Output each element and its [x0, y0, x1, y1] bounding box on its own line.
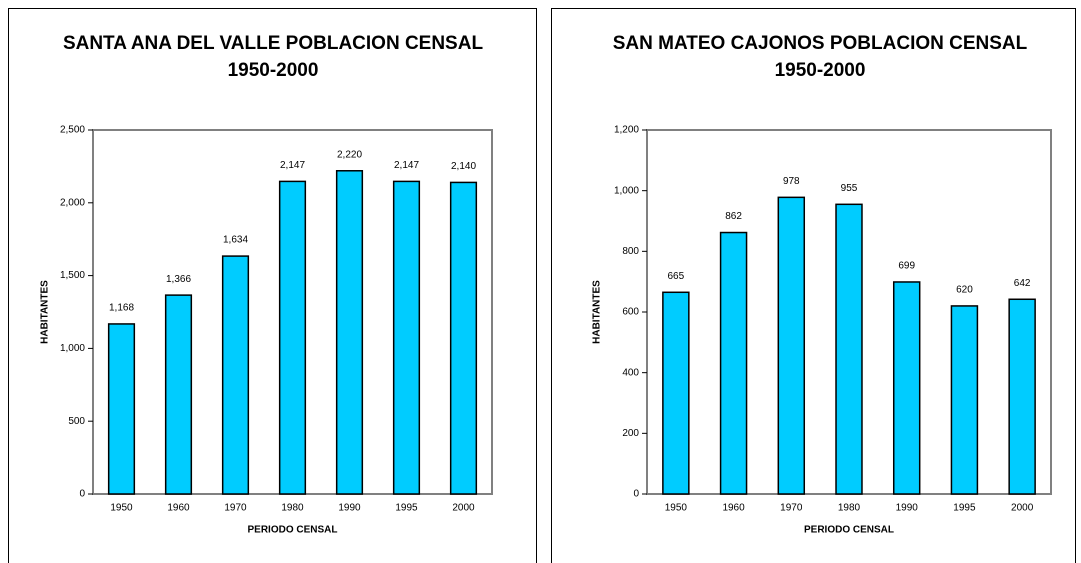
value-label: 665 — [668, 271, 685, 282]
value-label: 978 — [783, 176, 800, 187]
bar — [392, 180, 421, 495]
y-tick-label: 500 — [68, 416, 85, 427]
x-tick-label: 2000 — [452, 503, 475, 514]
y-tick-label: 1,200 — [614, 125, 639, 136]
x-axis-title: PERIODO CENSAL — [247, 525, 337, 536]
value-label: 1,366 — [166, 274, 191, 285]
bar — [892, 281, 921, 495]
x-tick-label: 1990 — [338, 503, 361, 514]
bar — [1008, 298, 1036, 495]
x-tick-label: 1960 — [167, 503, 190, 514]
value-label: 1,634 — [223, 235, 248, 246]
x-tick-label: 2000 — [1011, 503, 1034, 514]
value-label: 642 — [1014, 278, 1031, 289]
value-label: 699 — [898, 261, 915, 272]
bar — [278, 180, 307, 495]
y-tick-label: 1,000 — [614, 185, 639, 196]
y-tick-label: 600 — [622, 307, 639, 318]
bar — [777, 196, 806, 495]
y-tick-label: 0 — [79, 489, 85, 500]
x-tick-label: 1970 — [780, 503, 803, 514]
y-tick-label: 2,500 — [60, 125, 85, 136]
y-tick-label: 400 — [622, 367, 639, 378]
value-label: 2,147 — [280, 160, 305, 171]
bar — [662, 291, 690, 495]
y-tick-label: 2,000 — [60, 197, 85, 208]
chart-title: SAN MATEO CAJONOS POBLACION CENSAL 1950-… — [612, 33, 1028, 81]
value-label: 2,220 — [337, 149, 362, 160]
x-tick-label: 1995 — [953, 503, 976, 514]
bar — [164, 294, 193, 495]
y-tick-label: 800 — [622, 246, 639, 257]
x-tick-label: 1970 — [224, 503, 247, 514]
chart-title: SANTA ANA DEL VALLE POBLACION CENSAL 195… — [62, 33, 484, 81]
bar — [835, 203, 863, 495]
x-tick-label: 1950 — [665, 503, 688, 514]
chart-panel — [551, 8, 1076, 563]
bar — [950, 305, 979, 495]
value-label: 862 — [725, 211, 742, 222]
y-tick-label: 0 — [633, 489, 639, 500]
bar — [335, 170, 364, 495]
y-axis-title: HABITANTES — [592, 280, 603, 344]
x-tick-label: 1995 — [395, 503, 418, 514]
bar — [719, 231, 748, 495]
y-tick-label: 200 — [622, 428, 639, 439]
x-tick-label: 1980 — [838, 503, 861, 514]
x-tick-label: 1990 — [896, 503, 919, 514]
chart-panel — [8, 8, 537, 563]
y-tick-label: 1,500 — [60, 270, 85, 281]
y-axis-title: HABITANTES — [40, 280, 51, 344]
bar — [449, 181, 478, 495]
bar — [107, 323, 136, 495]
value-label: 2,147 — [394, 160, 419, 171]
value-label: 620 — [956, 285, 973, 296]
x-tick-label: 1960 — [722, 503, 745, 514]
value-label: 1,168 — [109, 303, 134, 314]
x-axis-title: PERIODO CENSAL — [804, 525, 894, 536]
x-tick-label: 1950 — [110, 503, 133, 514]
y-tick-label: 1,000 — [60, 343, 85, 354]
bar — [221, 255, 250, 495]
value-label: 2,140 — [451, 161, 476, 172]
value-label: 955 — [841, 183, 858, 194]
x-tick-label: 1980 — [281, 503, 304, 514]
